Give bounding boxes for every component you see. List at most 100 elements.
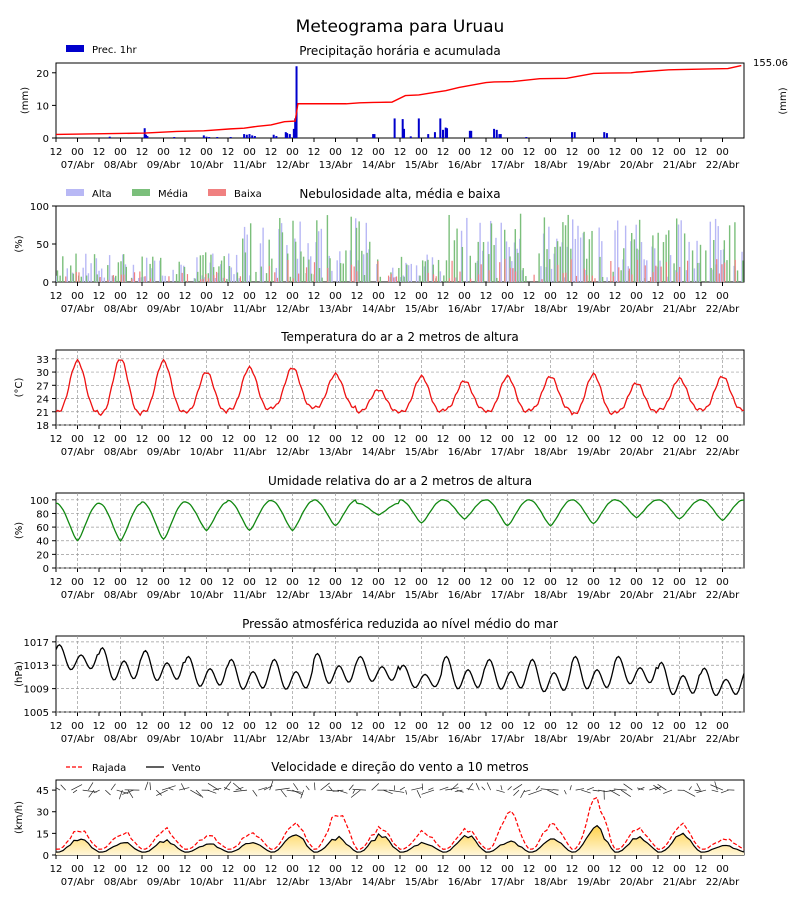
- wind-date-label: 08/Abr: [104, 877, 138, 888]
- cloud-mid-bar: [437, 259, 440, 282]
- wind-direction-arrow: [275, 787, 290, 791]
- cloud-mid-bar: [125, 266, 127, 282]
- wind-ytick-label: 45: [36, 786, 49, 797]
- precip-bar: [571, 132, 573, 138]
- cloud-low-bar: [570, 259, 572, 282]
- cloud-mid-bar: [728, 225, 731, 282]
- wind-direction-arrow: [388, 789, 405, 793]
- clouds-hour-label: 12: [222, 291, 235, 302]
- cloud-mid-bar: [736, 270, 739, 282]
- cloud-mid-bar: [469, 255, 471, 282]
- precip-bar: [294, 118, 297, 138]
- cloud-legend-swatch: [208, 189, 226, 196]
- cloud-high-bar: [235, 254, 238, 282]
- cloud-mid-bar: [599, 256, 601, 282]
- pressure-hour-label: 12: [351, 721, 364, 732]
- wind-direction-arrow: [694, 789, 702, 792]
- wind-hour-label: 12: [480, 864, 493, 875]
- clouds-ytick-label: 0: [43, 278, 49, 289]
- cloud-mid-bar: [120, 261, 122, 282]
- clouds-hour-label: 00: [673, 291, 686, 302]
- cloud-high-bar: [431, 257, 434, 282]
- wind-legend-wind-label: Vento: [172, 763, 201, 774]
- clouds-date-label: 18/Abr: [534, 304, 568, 315]
- wind-date-label: 07/Abr: [61, 877, 95, 888]
- cloud-high-bar: [111, 275, 113, 282]
- cloud-high-bar: [336, 260, 338, 282]
- cloud-high-bar: [95, 258, 98, 282]
- cloud-high-bar: [161, 275, 164, 282]
- wind-hour-label: 00: [157, 864, 170, 875]
- cloud-low-bar: [276, 277, 279, 282]
- precip-bar: [439, 118, 442, 138]
- wind-direction-arrow: [305, 785, 310, 791]
- wind-direction-arrow: [55, 787, 61, 791]
- cloud-high-bar: [317, 231, 320, 282]
- cloud-low-bar: [377, 261, 379, 282]
- wind-direction-arrow: [623, 783, 633, 791]
- wind-direction-arrow: [352, 789, 355, 794]
- cloud-low-bar: [213, 275, 215, 282]
- cloud-low-bar: [435, 276, 437, 282]
- pressure-date-label: 18/Abr: [534, 734, 568, 745]
- wind-direction-arrow: [688, 786, 692, 791]
- wind-line: [55, 824, 745, 853]
- cloud-high-bar: [193, 278, 195, 282]
- cloud-mid-bar: [72, 273, 75, 282]
- wind-direction-arrow: [711, 789, 719, 793]
- cloud-low-bar: [327, 267, 329, 282]
- temperature-hour-label: 12: [50, 434, 63, 445]
- wind-direction-arrow: [421, 789, 435, 795]
- wind-direction-arrow: [382, 789, 393, 795]
- cloud-high-bar: [516, 248, 518, 282]
- wind-legend-gust-label: Rajada: [92, 763, 126, 774]
- precip-hour-label: 12: [523, 147, 536, 158]
- wind-direction-arrow: [475, 783, 480, 791]
- cloud-mid-bar: [673, 263, 675, 282]
- pressure-date-label: 12/Abr: [276, 734, 310, 745]
- pressure-date-label: 15/Abr: [405, 734, 439, 745]
- clouds-hour-label: 00: [243, 291, 256, 302]
- cloud-mid-bar: [80, 276, 83, 282]
- precip-bar: [253, 136, 256, 138]
- temperature-hour-label: 00: [415, 434, 428, 445]
- humidity-hour-label: 12: [566, 577, 579, 588]
- wind-direction-arrow: [280, 789, 287, 798]
- precip-legend-swatch: [66, 45, 84, 52]
- precip-bar: [216, 137, 219, 138]
- humidity-date-label: 07/Abr: [61, 590, 95, 601]
- humidity-ytick-label: 40: [36, 537, 49, 548]
- wind-direction-arrow: [88, 782, 94, 791]
- wind-direction-arrow: [93, 789, 100, 794]
- cloud-mid-bar: [683, 233, 686, 282]
- precip-bar: [442, 129, 444, 138]
- precip-bar: [605, 133, 608, 138]
- humidity-hour-label: 12: [50, 577, 63, 588]
- cloud-mid-bar: [339, 263, 342, 282]
- cloud-low-bar: [181, 272, 183, 282]
- cloud-high-bar: [556, 238, 558, 282]
- wind-direction-arrow: [71, 784, 83, 791]
- temperature-ytick-label: 27: [36, 381, 49, 392]
- cloud-mid-bar: [633, 239, 636, 282]
- cloud-high-bar: [315, 242, 317, 282]
- pressure-frame: [55, 635, 745, 713]
- cloud-mid-bar: [197, 271, 199, 282]
- precip-hour-label: 00: [329, 147, 342, 158]
- wind-date-label: 14/Abr: [362, 877, 396, 888]
- cloud-high-bar: [331, 270, 333, 282]
- wind-hour-label: 12: [50, 864, 63, 875]
- clouds-hour-label: 00: [329, 291, 342, 302]
- cloud-low-bar: [123, 274, 125, 282]
- pressure-date-label: 09/Abr: [147, 734, 181, 745]
- cloud-mid-bar: [321, 277, 323, 282]
- precip-bar: [468, 130, 471, 138]
- cloud-high-bar: [545, 267, 547, 282]
- temperature-hour-label: 00: [716, 434, 729, 445]
- temperature-date-label: 19/Abr: [577, 447, 611, 458]
- wind-direction-arrow: [293, 783, 299, 791]
- cloud-mid-bar: [210, 254, 212, 282]
- cloud-high-bar: [460, 230, 463, 282]
- clouds-hour-label: 12: [566, 291, 579, 302]
